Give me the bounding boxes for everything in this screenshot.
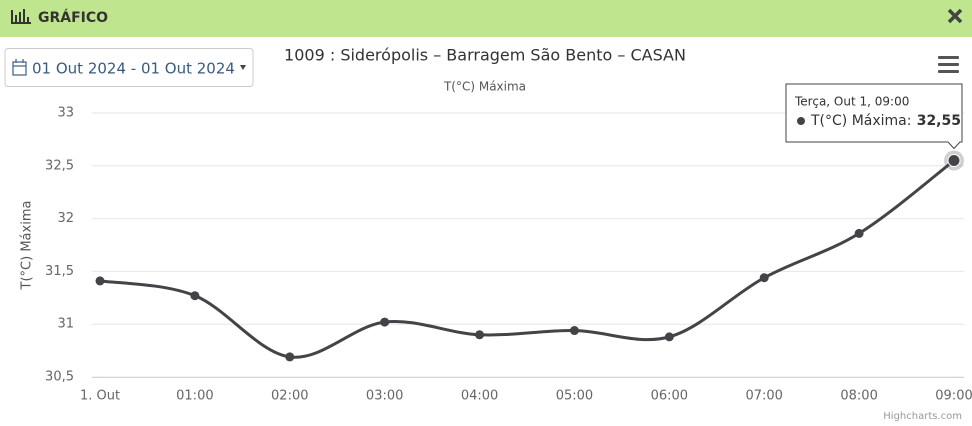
data-point — [759, 273, 769, 283]
tooltip: Terça, Out 1, 09:00 T(°C) Máxima: 32,55 — [785, 83, 963, 150]
date-picker[interactable] — [4, 48, 254, 87]
series-line — [99, 159, 955, 359]
header-bar — [0, 0, 972, 37]
tooltip-box — [785, 83, 963, 150]
x-tick-label: 07:00 — [745, 389, 782, 404]
x-tick-label: 04:00 — [461, 389, 498, 404]
data-point — [947, 154, 961, 168]
data-point — [95, 276, 105, 286]
credits: Highcharts.com — [883, 411, 962, 422]
x-tick-label: 06:00 — [651, 389, 688, 404]
data-point — [285, 352, 295, 362]
y-tick-label: 31,5 — [45, 264, 74, 279]
data-point — [664, 332, 674, 342]
date-range[interactable]: 01 Out 2024 - 01 Out 2024 — [32, 60, 235, 78]
calendar-icon — [12, 59, 27, 76]
tooltip-header: Terça, Out 1, 09:00 — [794, 95, 909, 109]
header-title: GRÁFICO — [38, 9, 108, 26]
data-point — [569, 326, 579, 336]
tooltip-label: T(°C) Máxima: — [810, 113, 911, 129]
tooltip-value: 32,55 — [917, 113, 961, 129]
x-tick-label: 1. Out — [80, 389, 120, 404]
y-tick-label: 30,5 — [45, 370, 74, 385]
x-tick-label: 03:00 — [366, 389, 403, 404]
y-tick-label: 32 — [57, 211, 74, 226]
chart-subtitle: T(°C) Máxima — [443, 80, 526, 94]
chart-icon — [11, 9, 31, 24]
data-point — [190, 291, 200, 301]
x-tick-label: 05:00 — [556, 389, 593, 404]
data-point — [380, 317, 390, 327]
data-point — [854, 228, 864, 238]
y-tick-label: 32,5 — [45, 158, 74, 173]
y-axis-title: T(°C) Máxima — [20, 201, 35, 291]
x-tick-label: 08:00 — [840, 389, 877, 404]
y-tick-label: 33 — [57, 106, 74, 121]
y-tick-label: 31 — [57, 317, 74, 332]
menu-button[interactable] — [938, 56, 959, 73]
dropdown-caret — [240, 65, 246, 70]
chart-title: 1009 : Siderópolis – Barragem São Bento … — [284, 46, 686, 65]
x-tick-label: 02:00 — [271, 389, 308, 404]
data-point — [475, 330, 485, 340]
x-tick-label: 09:00 — [935, 389, 972, 404]
tooltip-marker — [797, 117, 805, 125]
close-button[interactable] — [947, 8, 963, 24]
x-tick-label: 01:00 — [176, 389, 213, 404]
